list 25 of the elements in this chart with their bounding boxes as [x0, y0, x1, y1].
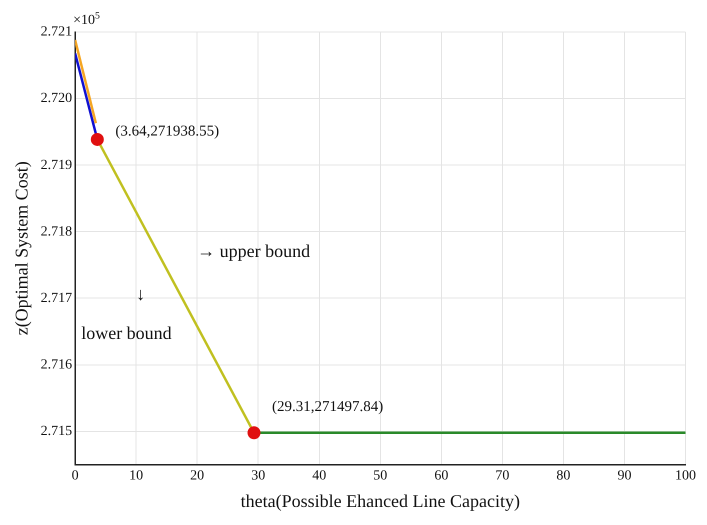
y-tick-label: 2.717	[40, 290, 72, 306]
x-tick-label: 90	[617, 468, 632, 484]
x-tick-label: 40	[312, 468, 326, 484]
y-tick-label: 2.716	[40, 357, 72, 372]
y-tick-label: 2.720	[40, 91, 72, 106]
x-tick-label: 30	[251, 468, 266, 484]
annotation: (29.31,271497.84)	[272, 398, 384, 415]
x-tick-label: 100	[675, 468, 696, 484]
annotation: lower bound	[81, 323, 172, 344]
x-tick-label: 50	[373, 468, 388, 484]
x-tick-label: 80	[556, 468, 570, 484]
y-axis-title: z(Optimal System Cost)	[12, 161, 32, 336]
x-tick-label: 60	[434, 468, 448, 484]
annotation: (3.64,271938.55)	[115, 123, 220, 140]
y-tick-label: 2.718	[40, 224, 72, 240]
annotation: → upper bound	[197, 240, 310, 261]
x-tick-label: 70	[495, 468, 510, 484]
x-tick-label: 20	[190, 468, 204, 484]
y-tick-label: 2.721	[40, 24, 72, 40]
x-tick-label: 0	[72, 468, 79, 484]
annotation: ↓	[136, 284, 146, 304]
x-axis-title: theta(Possible Ehanced Line Capacity)	[240, 490, 520, 511]
y-tick-label: 2.715	[40, 424, 72, 439]
y-tick-label: 2.719	[40, 158, 72, 173]
x-tick-label: 10	[129, 468, 144, 484]
